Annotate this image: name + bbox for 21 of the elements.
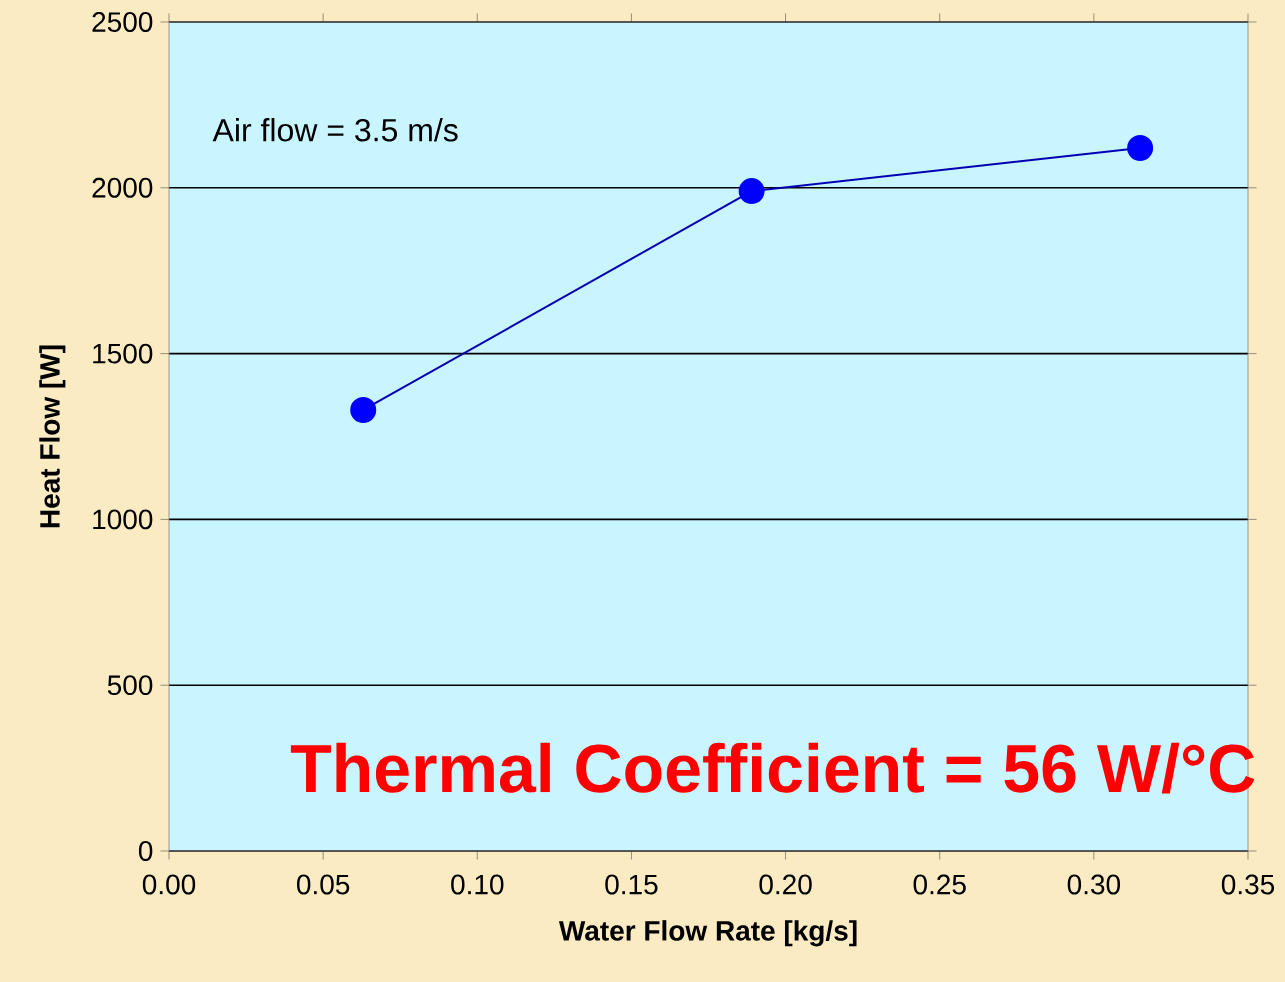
- x-tick-label: 0.05: [297, 874, 350, 895]
- x-tick-label: 0.15: [605, 874, 658, 895]
- point: [350, 396, 377, 423]
- x-tick-label: 0.25: [913, 874, 966, 895]
- annotation: Thermal Coefficient = 56 W/°C: [290, 742, 1255, 794]
- y-tick-label: 0: [138, 841, 153, 861]
- y-tick-label: 1500: [93, 343, 153, 364]
- x-tick-label: 0.30: [1067, 874, 1121, 895]
- annotation: Air flow = 3.5 m/s: [212, 118, 458, 142]
- y-tick-label: 500: [107, 675, 153, 696]
- y-tick-label: 2500: [92, 12, 153, 32]
- y-tick-label: 2000: [92, 177, 153, 198]
- y-tick-label: 1000: [93, 509, 153, 530]
- x-tick-label: 0.20: [759, 874, 812, 895]
- point: [1127, 135, 1154, 162]
- y-axis-title: Heat Flow [W]: [39, 345, 66, 528]
- x-tick-label: 0.00: [142, 874, 196, 895]
- x-axis-title: Water Flow Rate [kg/s]: [558, 920, 857, 947]
- x-tick-label: 0.10: [451, 874, 504, 895]
- point: [738, 178, 765, 205]
- x-tick-label: 0.35: [1221, 874, 1275, 895]
